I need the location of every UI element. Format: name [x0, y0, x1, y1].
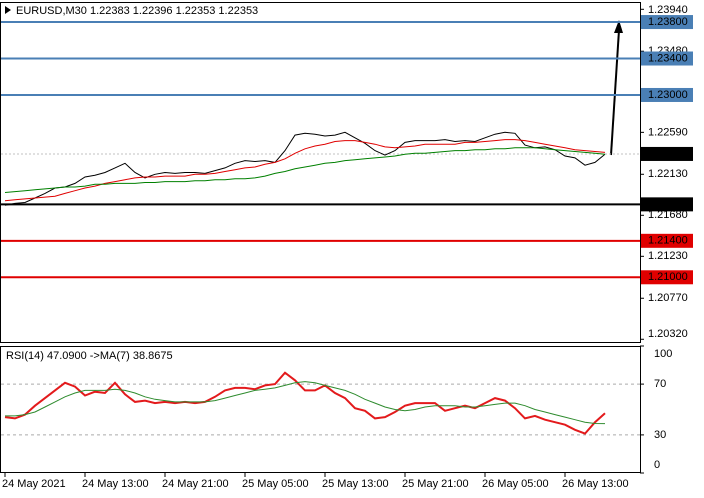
current-price-box — [641, 146, 693, 161]
level-label-box — [641, 233, 693, 248]
level-label-box — [641, 197, 693, 212]
chart-title: EURUSD,M30 1.22383 1.22396 1.22353 1.223… — [16, 5, 258, 17]
level-label-box — [641, 270, 693, 285]
y-tick-label: 1.22590 — [648, 126, 688, 138]
series-line — [5, 381, 606, 425]
y-tick-label: 1.20320 — [648, 328, 688, 340]
x-tick-label: 24 May 13:00 — [82, 478, 149, 490]
x-tick-label: 24 May 21:00 — [162, 478, 229, 490]
title-icon — [5, 6, 11, 14]
arrow-head — [614, 20, 623, 33]
level-label: 1.23000 — [648, 89, 688, 101]
x-tick-label: 25 May 05:00 — [242, 478, 309, 490]
current-price-label: 1.22353 — [648, 148, 688, 160]
y-tick-label: 1.21680 — [648, 209, 688, 221]
main-panel — [0, 2, 641, 343]
x-tick-label: 24 May 2021 — [2, 478, 66, 490]
y-tick-label: 1.21230 — [648, 250, 688, 262]
level-label: 1.23400 — [648, 52, 688, 64]
y-tick-label: 30 — [654, 429, 666, 441]
level-label: 1.23800 — [648, 16, 688, 28]
level-label: 1.21000 — [648, 271, 688, 283]
x-tick-label: 26 May 05:00 — [482, 478, 549, 490]
series-line — [4, 131, 606, 206]
level-label-box — [641, 87, 693, 102]
y-tick-label: 1.23940 — [648, 4, 688, 16]
y-tick-label: 100 — [654, 348, 672, 360]
y-tick-label: 1.22130 — [648, 168, 688, 180]
series-line — [4, 139, 606, 202]
level-label: 1.21800 — [648, 198, 688, 210]
x-tick-label: 25 May 13:00 — [322, 478, 389, 490]
x-tick-label: 26 May 13:00 — [562, 478, 629, 490]
series-line — [4, 371, 606, 435]
y-tick-label: 0 — [654, 459, 660, 471]
arrow — [610, 29, 620, 156]
level-label: 1.21400 — [648, 235, 688, 247]
y-tick-label: 70 — [654, 378, 666, 390]
rsi-panel — [0, 346, 641, 473]
level-label-box — [641, 15, 693, 30]
series-line — [4, 147, 606, 193]
rsi-title: RSI(14) 47.0900 ->MA(7) 38.8675 — [6, 350, 173, 362]
x-tick-label: 25 May 21:00 — [402, 478, 469, 490]
level-label-box — [641, 51, 693, 66]
y-tick-label: 1.20770 — [648, 292, 688, 304]
